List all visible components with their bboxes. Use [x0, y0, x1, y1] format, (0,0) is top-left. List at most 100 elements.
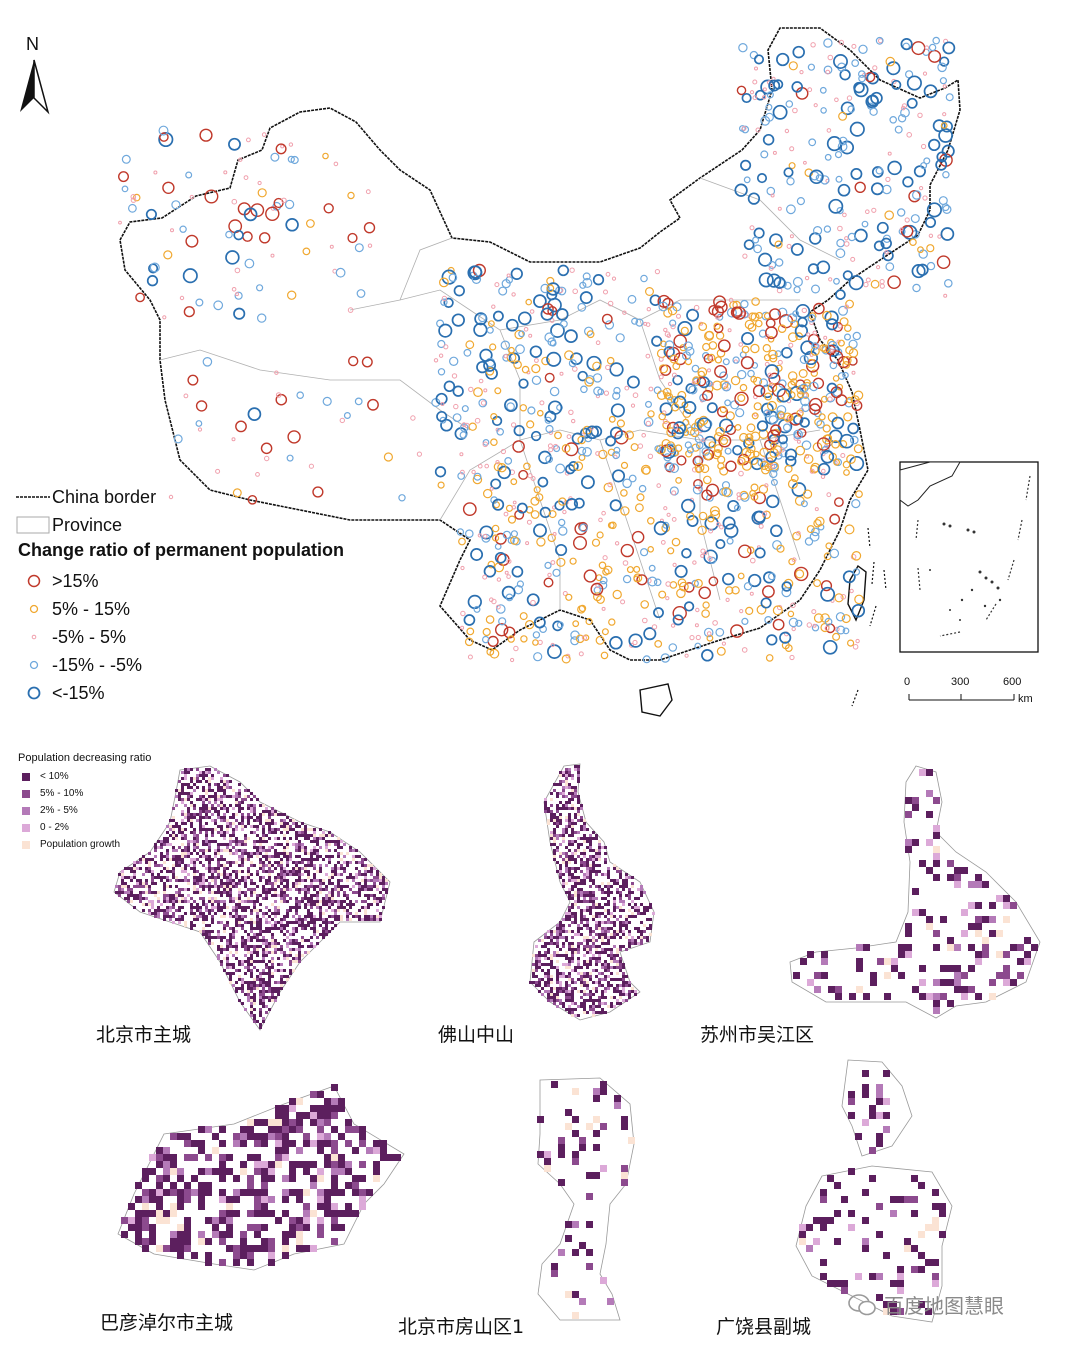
grid-cell — [232, 930, 235, 933]
grid-cell — [217, 786, 220, 789]
grid-cell — [271, 960, 274, 963]
grid-cell — [175, 897, 178, 900]
grid-cell — [133, 873, 136, 876]
grid-cell — [331, 855, 334, 858]
grid-cell — [571, 831, 574, 834]
grid-cell — [337, 837, 340, 840]
grid-cell — [298, 840, 301, 843]
grid-cell — [538, 954, 541, 957]
grid-cell — [933, 797, 940, 804]
grid-cell — [604, 915, 607, 918]
population-point — [942, 204, 952, 214]
grid-cell — [175, 855, 178, 858]
population-point — [758, 484, 769, 494]
grid-cell — [358, 861, 361, 864]
grid-cell — [241, 828, 244, 831]
grid-cell — [175, 795, 178, 798]
grid-cell — [154, 843, 157, 846]
grid-cell — [616, 933, 619, 936]
grid-cell — [954, 867, 961, 874]
grid-cell — [121, 882, 124, 885]
grid-cell — [229, 873, 232, 876]
grid-cell — [268, 816, 271, 819]
grid-cell — [283, 813, 286, 816]
grid-cell — [259, 861, 262, 864]
grid-cell — [592, 1014, 595, 1017]
grid-cell — [595, 990, 598, 993]
population-point — [465, 340, 475, 350]
grid-cell — [214, 801, 217, 804]
grid-cell — [208, 828, 211, 831]
population-point — [855, 638, 860, 644]
grid-cell — [610, 1005, 613, 1008]
grid-cell — [553, 789, 556, 792]
population-point — [670, 324, 676, 330]
grid-cell — [220, 879, 223, 882]
grid-cell — [238, 906, 241, 909]
grid-cell — [193, 807, 196, 810]
grid-cell — [574, 765, 577, 768]
grid-cell — [226, 888, 229, 891]
grid-cell — [226, 942, 229, 945]
grid-cell — [547, 942, 550, 945]
population-point — [704, 452, 713, 461]
grid-cell — [361, 873, 364, 876]
population-point — [492, 498, 505, 511]
grid-cell — [583, 999, 586, 1002]
population-point — [825, 69, 831, 75]
grid-cell — [601, 951, 604, 954]
population-point — [231, 198, 238, 205]
grid-cell — [223, 789, 226, 792]
grid-cell — [319, 906, 322, 909]
population-point — [845, 299, 854, 309]
grid-cell — [190, 801, 193, 804]
grid-cell — [583, 819, 586, 822]
grid-cell — [163, 912, 166, 915]
population-point — [559, 371, 564, 376]
population-point — [603, 390, 610, 396]
population-point — [766, 634, 778, 646]
grid-cell — [262, 825, 265, 828]
grid-cell — [592, 837, 595, 840]
grid-cell — [211, 840, 214, 843]
grid-cell — [286, 828, 289, 831]
grid-cell — [199, 855, 202, 858]
grid-cell — [313, 894, 316, 897]
grid-cell — [589, 858, 592, 861]
grid-cell — [568, 942, 571, 945]
grid-cell — [359, 1133, 366, 1140]
grid-cell — [262, 990, 265, 993]
grid-cell — [250, 912, 253, 915]
population-point — [711, 305, 725, 318]
population-point — [731, 586, 740, 595]
grid-cell — [856, 958, 863, 965]
grid-cell — [184, 1140, 191, 1147]
grid-cell — [208, 861, 211, 864]
population-point — [532, 631, 541, 639]
grid-cell — [244, 882, 247, 885]
grid-cell — [283, 957, 286, 960]
population-point — [571, 432, 584, 445]
grid-cell — [154, 894, 157, 897]
grid-cell — [151, 858, 154, 861]
legend-class-2: 5% - 15% — [14, 596, 130, 622]
grid-cell — [262, 987, 265, 990]
grid-cell — [604, 921, 607, 924]
grid-cell — [553, 858, 556, 861]
population-point — [460, 565, 465, 571]
grid-cell — [226, 819, 229, 822]
grid-cell — [235, 849, 238, 852]
population-point — [702, 475, 712, 485]
grid-cell — [325, 873, 328, 876]
grid-cell — [166, 909, 169, 912]
grid-cell — [592, 867, 595, 870]
grid-cell — [280, 861, 283, 864]
grid-cell — [355, 891, 358, 894]
grid-cell — [296, 1119, 303, 1126]
grid-cell — [163, 867, 166, 870]
grid-cell — [646, 909, 649, 912]
population-point — [280, 144, 285, 149]
population-point — [500, 448, 506, 455]
population-point — [286, 454, 294, 462]
grid-cell — [583, 990, 586, 993]
